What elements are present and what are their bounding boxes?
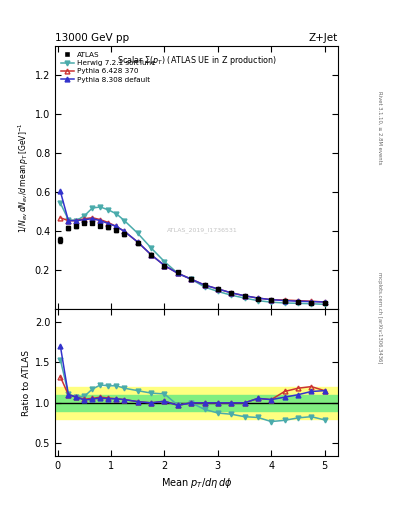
Legend: ATLAS, Herwig 7.2.1 softTune, Pythia 6.428 370, Pythia 8.308 default: ATLAS, Herwig 7.2.1 softTune, Pythia 6.4… <box>59 50 158 85</box>
Y-axis label: $1/N_{ev}\,dN_{ev}/d\,\mathrm{mean}\,p_T\,[\mathrm{GeV}]^{-1}$: $1/N_{ev}\,dN_{ev}/d\,\mathrm{mean}\,p_T… <box>16 122 31 233</box>
Bar <box>55 387 338 419</box>
X-axis label: Mean $p_T/d\eta\,d\phi$: Mean $p_T/d\eta\,d\phi$ <box>161 476 232 490</box>
Text: mcplots.cern.ch [arXiv:1306.3436]: mcplots.cern.ch [arXiv:1306.3436] <box>377 272 382 363</box>
Text: Rivet 3.1.10, ≥ 2.8M events: Rivet 3.1.10, ≥ 2.8M events <box>377 91 382 165</box>
Text: Z+Jet: Z+Jet <box>309 33 338 44</box>
Text: 13000 GeV pp: 13000 GeV pp <box>55 33 129 44</box>
Text: ATLAS_2019_I1736531: ATLAS_2019_I1736531 <box>167 227 237 233</box>
Bar <box>55 395 338 411</box>
Y-axis label: Ratio to ATLAS: Ratio to ATLAS <box>22 350 31 416</box>
Text: Scalar $\Sigma(p_T)$ (ATLAS UE in Z production): Scalar $\Sigma(p_T)$ (ATLAS UE in Z prod… <box>117 54 276 67</box>
